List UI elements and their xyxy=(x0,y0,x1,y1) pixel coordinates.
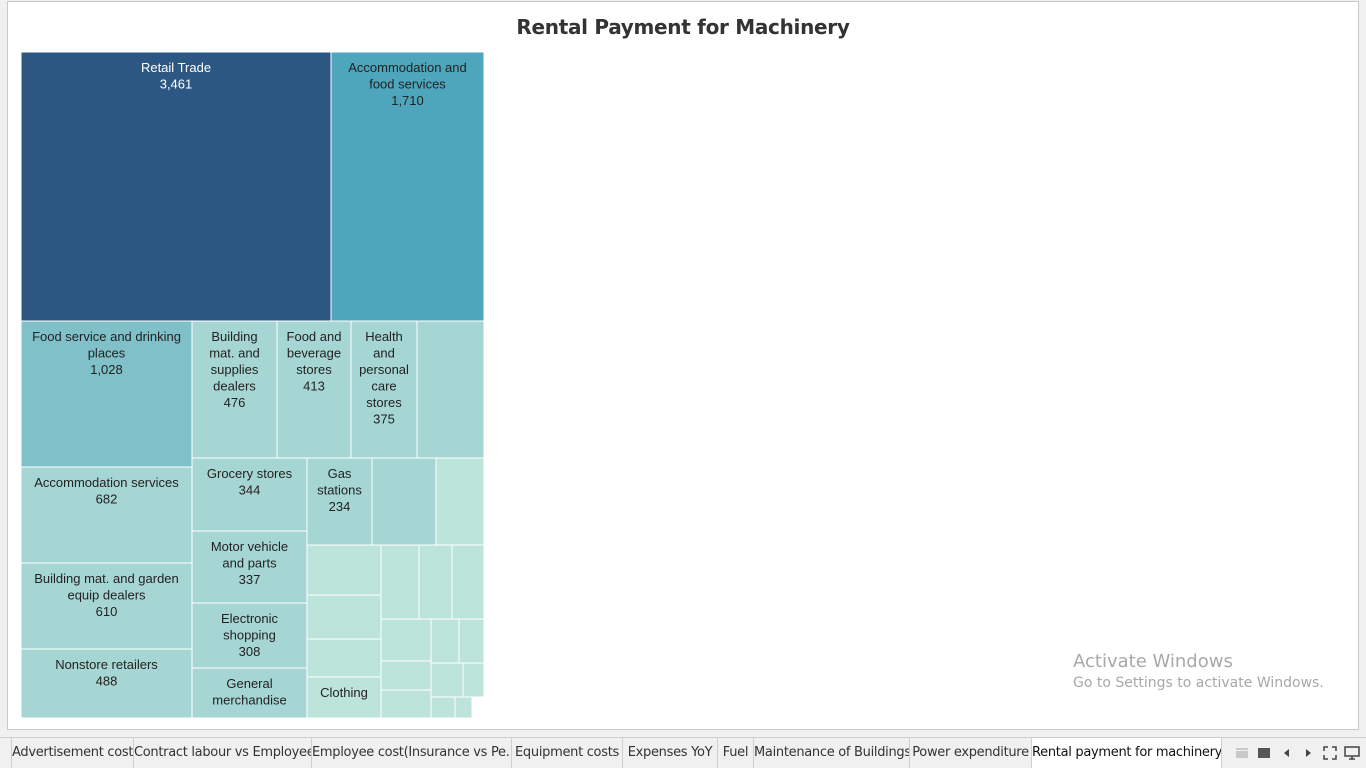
tab-advertisement-cost[interactable]: Advertisement cost xyxy=(12,738,134,768)
treemap-tile-27[interactable] xyxy=(380,660,432,691)
watermark-line2: Go to Settings to activate Windows. xyxy=(1073,675,1324,691)
treemap-tile-4[interactable] xyxy=(276,320,352,459)
treemap-tile-label-17: Clothing xyxy=(320,685,368,700)
treemap-tile-31[interactable] xyxy=(430,696,456,719)
treemap-tile-1[interactable] xyxy=(330,51,485,322)
treemap-tile-label-13: Motor vehicle and parts 337 xyxy=(211,539,288,587)
treemap-tile-21[interactable] xyxy=(380,544,420,620)
treemap-tile-10[interactable] xyxy=(371,457,437,546)
tab-employee-cost[interactable]: Employee cost(Insurance vs Pe... xyxy=(312,738,512,768)
treemap-tile-label-14: Nonstore retailers 488 xyxy=(55,657,158,689)
treemap-tile-label-4: Food and beverage stores 413 xyxy=(287,329,342,394)
treemap-tile-16[interactable] xyxy=(191,667,308,719)
treemap-tile-12[interactable] xyxy=(20,562,193,650)
treemap-tile-6[interactable] xyxy=(416,320,485,459)
treemap-tile-13[interactable] xyxy=(191,530,308,604)
fullscreen-icon[interactable] xyxy=(1322,745,1338,761)
treemap-tile-label-2: Food service and drinking places 1,028 xyxy=(32,329,181,377)
treemap-tile-label-15: Electronic shopping 308 xyxy=(221,611,279,659)
tab-rental-payment[interactable]: Rental payment for machinery xyxy=(1032,738,1222,768)
treemap-tile-26[interactable] xyxy=(458,618,485,664)
treemap-tile-32[interactable] xyxy=(454,696,473,719)
treemap-tile-label-16: General merchandise xyxy=(212,676,286,708)
treemap-tile-2[interactable] xyxy=(20,320,193,468)
activate-windows-watermark: Activate Windows Go to Settings to activ… xyxy=(1073,651,1324,691)
treemap-tile-22[interactable] xyxy=(418,544,453,620)
treemap-tile-28[interactable] xyxy=(430,662,464,698)
treemap-tile-9[interactable] xyxy=(306,457,373,546)
treemap-tile-17[interactable] xyxy=(306,676,382,719)
watermark-line1: Activate Windows xyxy=(1073,651,1233,672)
treemap-tile-5[interactable] xyxy=(350,320,418,459)
treemap-tile-label-12: Building mat. and garden equip dealers 610 xyxy=(34,571,179,619)
tab-maintenance-of-buildings[interactable]: Maintenance of Buildings xyxy=(754,738,910,768)
treemap-tile-label-0: Retail Trade 3,461 xyxy=(141,60,211,92)
tab-equipment-costs[interactable]: Equipment costs xyxy=(512,738,623,768)
prev-sheet-icon[interactable] xyxy=(1279,745,1295,761)
treemap-tile-19[interactable] xyxy=(306,594,382,640)
next-sheet-icon[interactable] xyxy=(1300,745,1316,761)
treemap-tile-18[interactable] xyxy=(306,544,382,596)
treemap-tile-label-8: Grocery stores 344 xyxy=(207,466,293,498)
sheet-sorter-icon[interactable] xyxy=(1234,745,1250,761)
treemap-tile-label-9: Gas stations 234 xyxy=(317,466,362,514)
treemap-tile-label-7: Accommodation services 682 xyxy=(34,475,179,507)
tab-fuel[interactable]: Fuel xyxy=(718,738,754,768)
sheet-tab-bar: Advertisement cost Contract labour vs Em… xyxy=(0,737,1366,768)
treemap-tile-24[interactable] xyxy=(380,618,432,662)
tab-scroll-edge[interactable] xyxy=(0,738,12,768)
tab-expenses-yoy[interactable]: Expenses YoY xyxy=(623,738,718,768)
treemap-tile-label-5: Health and personal care stores 375 xyxy=(359,329,409,427)
treemap-tile-label-3: Building mat. and supplies dealers 476 xyxy=(209,329,260,410)
tab-contract-labour[interactable]: Contract labour vs Employee xyxy=(134,738,312,768)
presentation-icon[interactable] xyxy=(1344,745,1360,761)
treemap-chart: Retail Trade 3,461 Accommodation and food s… xyxy=(20,51,485,719)
treemap-tile-0[interactable] xyxy=(20,51,332,322)
treemap-tile-23[interactable] xyxy=(451,544,485,620)
chart-title: Rental Payment for Machinery xyxy=(516,15,850,39)
treemap-tile-7[interactable] xyxy=(20,466,193,564)
treemap-tile-20[interactable] xyxy=(306,638,382,678)
treemap-tile-8[interactable] xyxy=(191,457,308,532)
treemap-tile-label-1: Accommodation and food services 1,710 xyxy=(348,60,467,108)
treemap-tile-30[interactable] xyxy=(380,689,432,719)
treemap-tile-29[interactable] xyxy=(462,662,485,698)
treemap-tile-14[interactable] xyxy=(20,648,193,719)
treemap-tile-25[interactable] xyxy=(430,618,460,664)
treemap-tile-11[interactable] xyxy=(435,457,485,546)
treemap-tile-3[interactable] xyxy=(191,320,278,459)
filmstrip-icon[interactable] xyxy=(1256,745,1272,761)
tab-power-expenditure[interactable]: Power expenditure xyxy=(910,738,1032,768)
